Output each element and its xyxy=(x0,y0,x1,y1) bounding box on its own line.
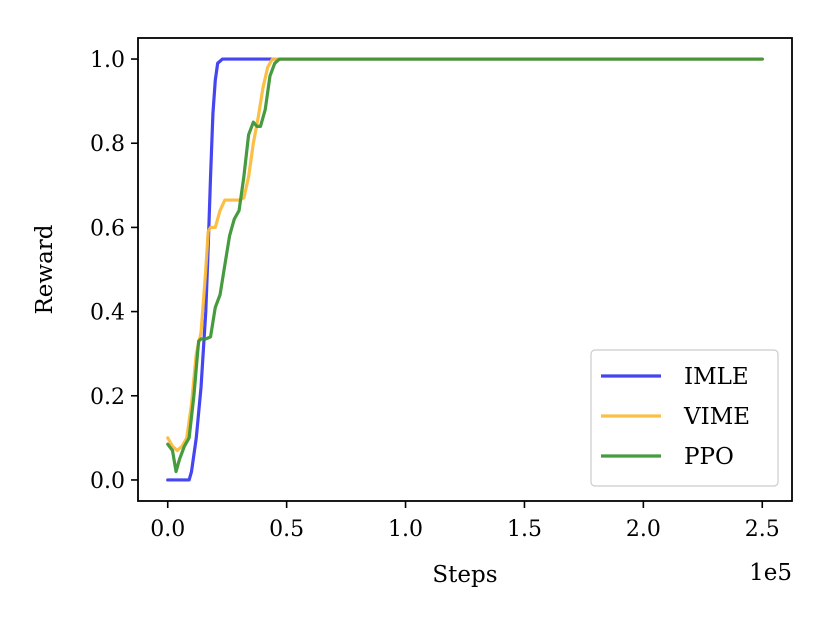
series-line-ppo xyxy=(166,57,764,474)
legend-box xyxy=(590,349,779,487)
y-tick-label: 0.8 xyxy=(90,132,125,157)
legend-label-imle: IMLE xyxy=(684,364,749,390)
x-axis-offset-label: 1e5 xyxy=(749,560,792,586)
y-tick-label: 0.2 xyxy=(90,385,125,410)
x-tick-label: 1.5 xyxy=(507,517,542,542)
y-tick-label: 0.6 xyxy=(90,216,125,241)
y-tick-label: 0.0 xyxy=(90,469,125,494)
x-tick-label: 0.5 xyxy=(269,517,304,542)
legend: IMLE VIME PPO xyxy=(590,349,779,487)
x-tick-label: 2.5 xyxy=(745,517,780,542)
legend-items: IMLE VIME PPO xyxy=(601,364,750,470)
plot-frame xyxy=(137,37,793,502)
y-tick-label: 1.0 xyxy=(90,48,125,73)
x-axis-label: Steps xyxy=(432,562,497,588)
ticks-layer: 0.0 0.5 1.0 1.5 2.0 2.5 0.0 0.2 0.4 0.6 0.8 1.0 xyxy=(90,48,780,542)
x-tick-label: 0.0 xyxy=(150,517,185,542)
x-tick-label: 2.0 xyxy=(626,517,661,542)
x-tick-label: 1.0 xyxy=(388,517,423,542)
legend-label-vime: VIME xyxy=(683,404,750,430)
series-layer xyxy=(166,57,764,482)
y-axis-label: Reward xyxy=(32,224,58,314)
y-tick-label: 0.4 xyxy=(90,301,125,326)
legend-label-ppo: PPO xyxy=(684,444,734,470)
